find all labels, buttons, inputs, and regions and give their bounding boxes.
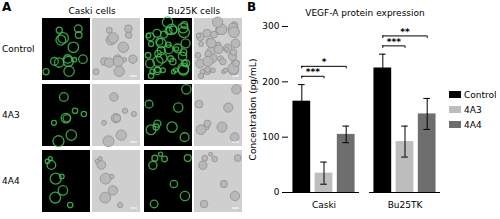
html-text:4A3: 4A3 [464, 104, 482, 115]
svg-text:4A3: 4A3 [2, 110, 20, 120]
svg-text:***: *** [387, 37, 401, 47]
html-text:Control: Control [464, 89, 497, 100]
svg-text:300: 300 [262, 21, 279, 31]
svg-text:Control: Control [2, 44, 35, 54]
html-text:4A4: 4A4 [464, 119, 482, 130]
svg-text:Concentration (pg/mL): Concentration (pg/mL) [248, 59, 258, 161]
svg-text:A: A [2, 0, 12, 14]
svg-text:*: * [322, 57, 327, 67]
svg-text:Bu25K cells: Bu25K cells [168, 6, 221, 16]
svg-text:Caski: Caski [312, 200, 336, 210]
svg-text:Caski cells: Caski cells [68, 6, 116, 16]
html-text:VEGF-A protein expression: VEGF-A protein expression [305, 8, 425, 18]
svg-text:***: *** [306, 67, 320, 77]
svg-text:4A4: 4A4 [2, 176, 20, 186]
svg-text:100: 100 [262, 132, 279, 142]
svg-text:**: ** [400, 27, 410, 37]
svg-text:200: 200 [262, 77, 279, 87]
svg-text:Bu25TK: Bu25TK [388, 200, 424, 210]
html-text:B: B [247, 0, 257, 14]
svg-text:0: 0 [274, 187, 280, 197]
